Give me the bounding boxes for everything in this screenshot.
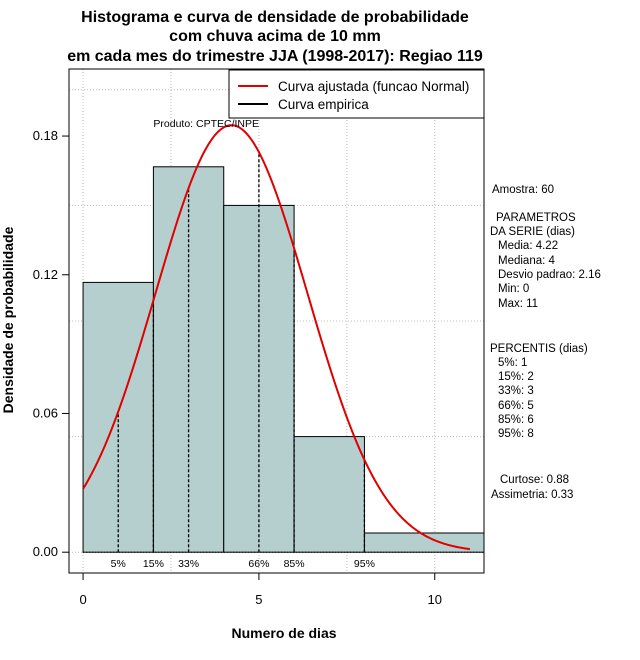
- legend-box: [228, 69, 485, 119]
- legend: Curva ajustada (funcao Normal) Curva emp…: [228, 69, 485, 119]
- chart-title-line-2: com chuva acima de 10 mm: [169, 28, 381, 45]
- x-tick-label-2: 10: [428, 592, 442, 607]
- skewness: Assimetria: 0.33: [491, 489, 573, 501]
- params-min: Min: 0: [498, 283, 529, 295]
- x-tick-label-0: 0: [79, 592, 86, 607]
- percentil-5: 5%: 1: [498, 357, 527, 369]
- percentil-66: 66%: 5: [498, 400, 534, 412]
- histogram-bars: [82, 166, 485, 553]
- percentile-label-0: 5%: [111, 558, 126, 570]
- chart-title-line-1: Histograma e curva de densidade de proba…: [81, 9, 469, 26]
- params-max: Max: 11: [498, 298, 538, 310]
- params-median: Mediana: 4: [498, 255, 556, 267]
- kurtosis: Curtose: 0.88: [500, 474, 569, 486]
- percentil-85: 85%: 6: [498, 414, 534, 426]
- normal-fit-curve: [82, 124, 471, 551]
- percentil-95: 95%: 8: [498, 428, 534, 440]
- y-tick-label-2: 0.12: [33, 267, 58, 282]
- params-heading: PARAMETROS: [496, 212, 576, 224]
- percentile-labels: 5% 15% 33% 66% 85% 95%: [111, 558, 375, 570]
- y-tick-label-1: 0.06: [33, 405, 58, 420]
- percentil-15: 15%: 2: [498, 371, 534, 383]
- plot-frame: [68, 68, 485, 574]
- percentile-label-1: 15%: [143, 558, 164, 570]
- y-tick-label-0: 0.00: [33, 544, 58, 559]
- stats-panel: Amostra: 60 PARAMETROS DA SERIE (dias) M…: [490, 184, 601, 501]
- legend-entry-fit: Curva ajustada (funcao Normal): [278, 79, 469, 94]
- percentile-label-4: 85%: [284, 558, 305, 570]
- percentil-33: 33%: 3: [498, 385, 534, 397]
- percentile-label-3: 66%: [248, 558, 269, 570]
- percentile-label-5: 95%: [354, 558, 375, 570]
- percentile-lines: [83, 152, 484, 553]
- y-axis-title: Densidade de probabilidade: [0, 226, 16, 413]
- legend-entry-empirical: Curva empirica: [278, 97, 369, 112]
- sample-size: Amostra: 60: [492, 184, 554, 196]
- x-tick-label-1: 5: [255, 592, 262, 607]
- y-tick-label-3: 0.18: [33, 128, 58, 143]
- percentile-label-2: 33%: [178, 558, 199, 570]
- plot-area: 5% 15% 33% 66% 85% 95% Produto: CPTEC/INPE: [68, 68, 485, 574]
- params-sd: Desvio padrao: 2.16: [498, 269, 601, 281]
- params-subheading: DA SERIE (dias): [490, 226, 575, 238]
- params-mean: Media: 4.22: [498, 240, 558, 252]
- product-label: Produto: CPTEC/INPE: [153, 118, 259, 130]
- x-axis-title: Numero de dias: [231, 625, 336, 641]
- percentis-heading: PERCENTIS (dias): [490, 343, 588, 355]
- histogram-bar-3: [293, 436, 365, 553]
- y-axis: 0.00 0.06 0.12 0.18: [33, 128, 69, 559]
- chart-title-line-3: em cada mes do trimestre JJA (1998-2017)…: [67, 48, 483, 65]
- x-axis: 0 5 10: [79, 573, 442, 607]
